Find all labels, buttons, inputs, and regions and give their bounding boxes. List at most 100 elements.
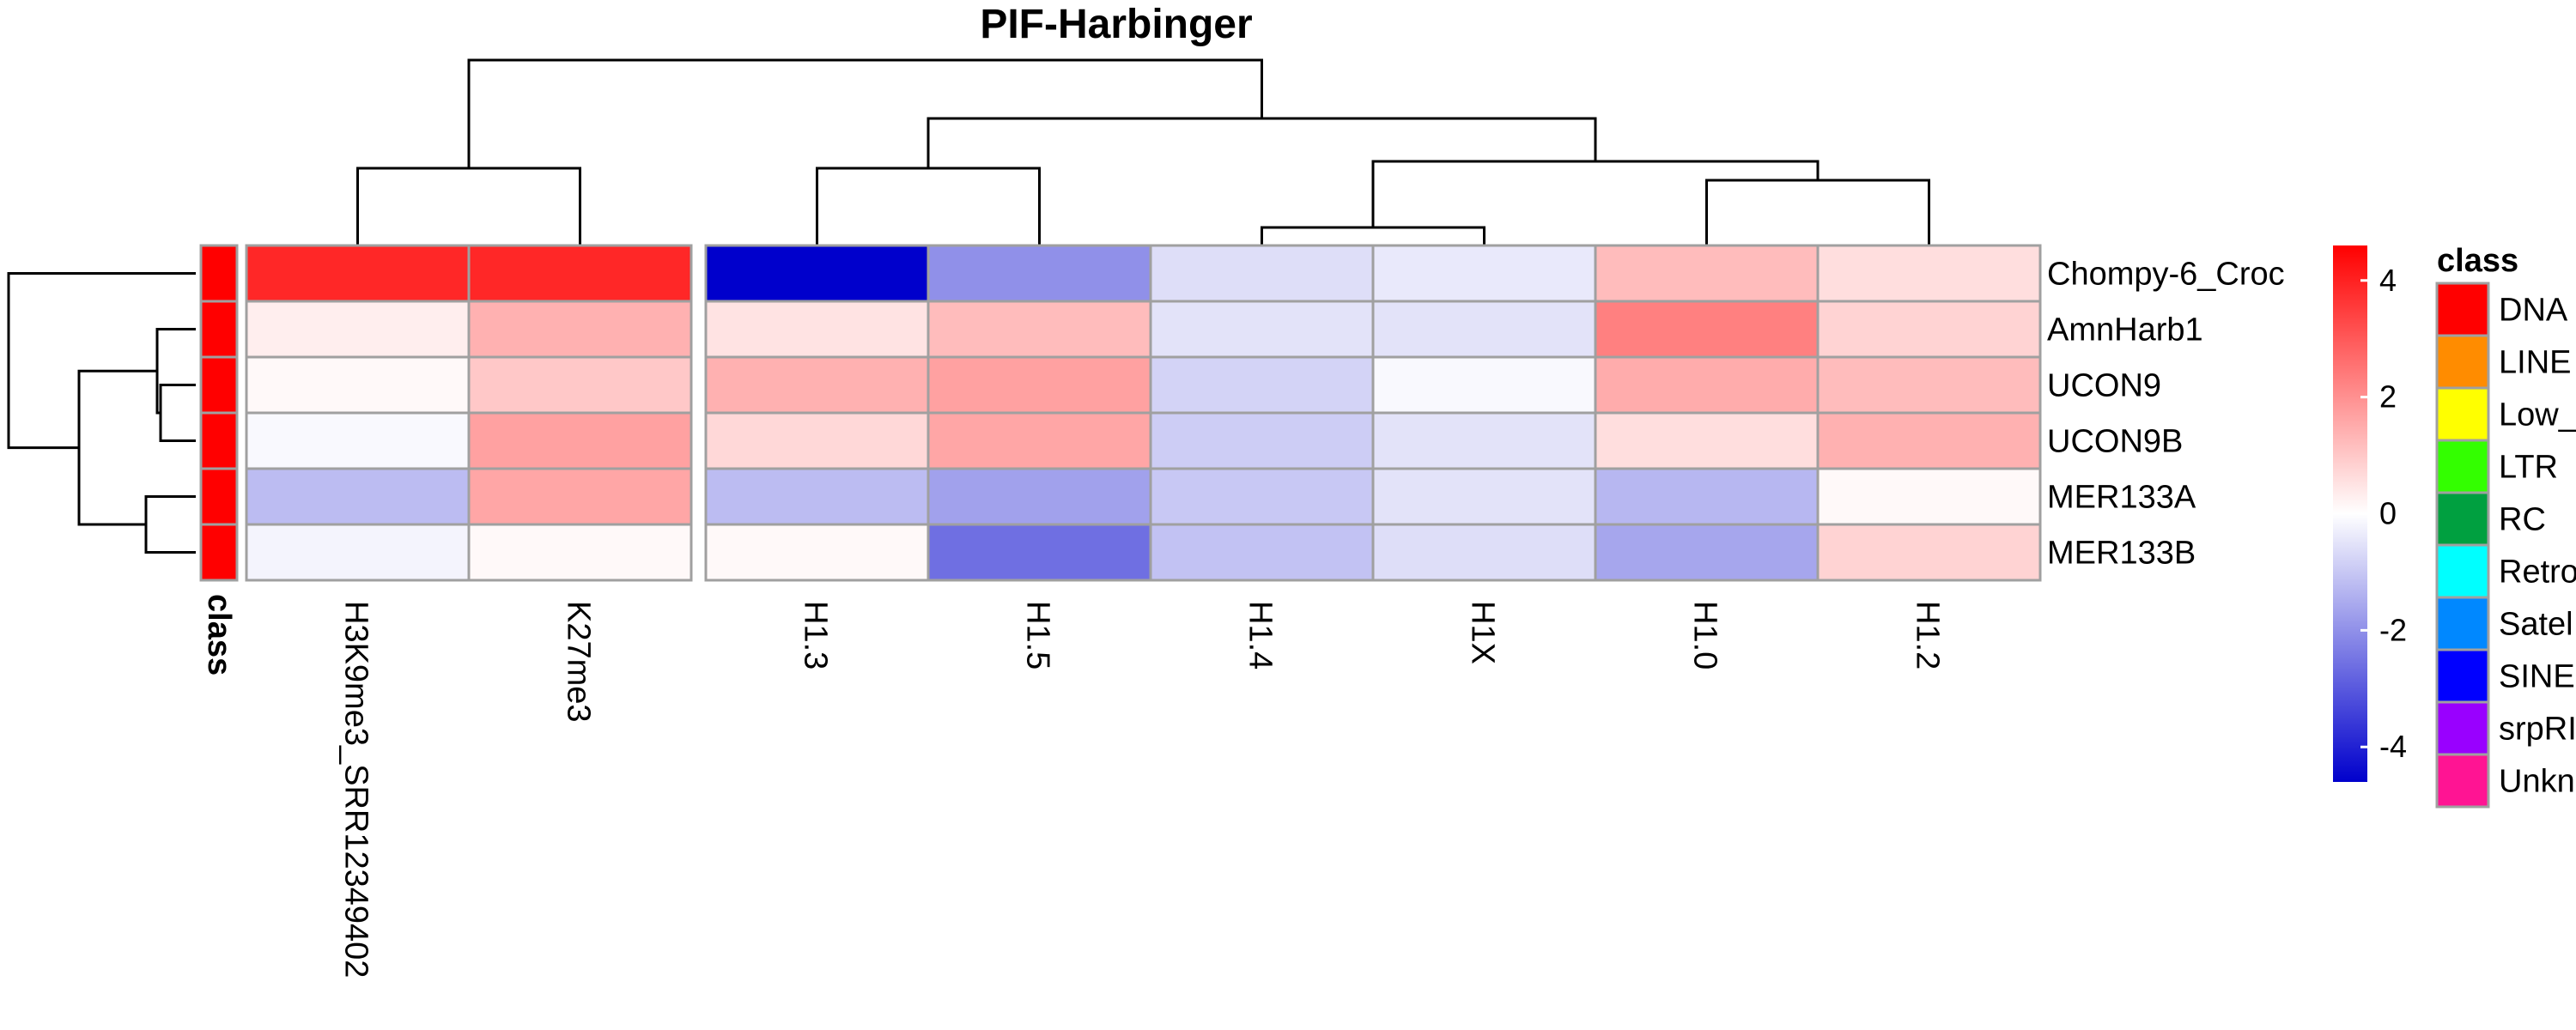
heatmap-cell xyxy=(927,411,1152,470)
heatmap-cell xyxy=(1371,300,1597,359)
class-legend-label: Unkn xyxy=(2499,764,2575,800)
class-legend-swatch xyxy=(2435,543,2490,599)
color-scale-legend: 4 2 0 -2 -4 xyxy=(2333,245,2407,782)
row-dendrogram-branch xyxy=(159,384,196,442)
heatmap-cell xyxy=(927,467,1152,526)
class-legend-label: SINE xyxy=(2499,659,2575,695)
column-label: K27me3 xyxy=(561,601,597,723)
heatmap-cell xyxy=(1816,244,2042,303)
annotation-cell xyxy=(199,355,239,415)
class-legend: class DNA LINE Low_ LTR RC Retro Satel SINE srpRI… xyxy=(2435,243,2576,809)
heatmap-cell xyxy=(704,523,930,582)
heatmap-cell xyxy=(704,411,930,470)
heatmap-cell xyxy=(1149,355,1375,415)
annotation-cell xyxy=(199,300,239,359)
column-dendrogram-branch xyxy=(816,167,1041,245)
column-label: H1.5 xyxy=(1020,601,1056,670)
heatmap-cell xyxy=(467,411,693,470)
color-scale-tick-label: 4 xyxy=(2379,263,2397,298)
column-labels: H3K9me3_SRR12349402 K27me3 H1.3 H1.5 H1.4 H1X… xyxy=(338,601,1946,978)
column-label: H1.4 xyxy=(1242,601,1279,670)
column-label: H3K9me3_SRR12349402 xyxy=(338,601,374,978)
column-dendrogram-branch xyxy=(467,58,1263,168)
row-dendrogram-branch xyxy=(144,495,196,554)
heatmap-cell xyxy=(467,300,693,359)
heatmap-cell xyxy=(1594,467,1820,526)
column-dendrogram-branch xyxy=(356,167,581,245)
class-legend-swatch xyxy=(2435,491,2490,547)
heatmap-cell xyxy=(1594,411,1820,470)
heatmap-cell xyxy=(1149,411,1375,470)
heatmap-cell xyxy=(1149,467,1375,526)
heatmap-cell xyxy=(1371,355,1597,415)
class-legend-swatch xyxy=(2435,386,2490,442)
heatmap-cell xyxy=(1594,355,1820,415)
heatmap-cell xyxy=(1594,523,1820,582)
class-legend-swatch xyxy=(2435,334,2490,390)
class-legend-swatch xyxy=(2435,282,2490,337)
annotation-cell xyxy=(199,244,239,303)
heatmap-cell xyxy=(1816,467,2042,526)
heatmap-cell xyxy=(1594,244,1820,303)
heatmap-cell xyxy=(704,300,930,359)
class-legend-label: LINE xyxy=(2499,345,2571,381)
heatmap-cell xyxy=(467,244,693,303)
heatmap-cell xyxy=(1149,523,1375,582)
class-legend-swatch xyxy=(2435,753,2490,809)
class-legend-label: LTR xyxy=(2499,450,2558,486)
annotation-cell xyxy=(199,523,239,582)
heatmap-cell xyxy=(245,244,471,303)
class-annotation: class xyxy=(199,244,239,676)
column-label: H1.2 xyxy=(1910,601,1946,670)
heatmap-cell xyxy=(1594,300,1820,359)
heatmap-cell xyxy=(1816,300,2042,359)
heatmap-cell xyxy=(1816,523,2042,582)
heatmap-cell xyxy=(704,355,930,415)
chart-title: PIF-Harbinger xyxy=(980,2,1252,47)
class-legend-swatch xyxy=(2435,700,2490,756)
row-label: UCON9B xyxy=(2047,424,2183,460)
heatmap-cell xyxy=(467,523,693,582)
color-scale-tick-label: -2 xyxy=(2379,612,2407,647)
class-legend-label: RC xyxy=(2499,502,2546,538)
heatmap-cell xyxy=(245,355,471,415)
row-label: AmnHarb1 xyxy=(2047,312,2203,348)
column-dendrogram-branch xyxy=(1261,226,1485,245)
row-dendrogram xyxy=(7,272,196,554)
annotation-label: class xyxy=(201,594,237,676)
class-legend-label: Retro xyxy=(2499,554,2576,591)
column-label: H1.3 xyxy=(798,601,834,670)
class-legend-label: srpRI xyxy=(2499,712,2576,748)
heatmap-cell xyxy=(927,300,1152,359)
heatmap-cell xyxy=(467,467,693,526)
annotation-cell xyxy=(199,467,239,526)
row-label: MER133B xyxy=(2047,536,2196,572)
heatmap-cell xyxy=(927,523,1152,582)
class-legend-title: class xyxy=(2437,243,2518,279)
class-legend-label: DNA xyxy=(2499,293,2568,329)
heatmap-cell xyxy=(1149,244,1375,303)
heatmap-cell xyxy=(1371,411,1597,470)
class-legend-swatch xyxy=(2435,596,2490,651)
color-scale-tick-label: 2 xyxy=(2379,379,2397,415)
class-legend-swatch xyxy=(2435,439,2490,494)
heatmap-cell xyxy=(1816,411,2042,470)
row-dendrogram-branch xyxy=(155,328,196,415)
color-scale-tick-label: -4 xyxy=(2379,729,2407,764)
row-label: MER133A xyxy=(2047,480,2196,516)
row-label: UCON9 xyxy=(2047,368,2161,404)
class-legend-label: Low_ xyxy=(2499,397,2576,433)
heatmap-cell xyxy=(927,244,1152,303)
row-labels: Chompy-6_Croc AmnHarb1 UCON9 UCON9B MER133A M… xyxy=(2047,257,2285,572)
row-dendrogram-branch xyxy=(7,272,196,450)
row-label: Chompy-6_Croc xyxy=(2047,257,2285,293)
column-label: H1X xyxy=(1465,601,1501,664)
class-legend-swatch xyxy=(2435,648,2490,704)
heatmap-cell xyxy=(927,355,1152,415)
column-dendrogram-branch xyxy=(1371,160,1820,227)
heatmap-cell xyxy=(245,300,471,359)
column-dendrogram-branch xyxy=(1705,179,1930,245)
heatmap-cell xyxy=(1371,467,1597,526)
heatmap-cell xyxy=(1816,355,2042,415)
